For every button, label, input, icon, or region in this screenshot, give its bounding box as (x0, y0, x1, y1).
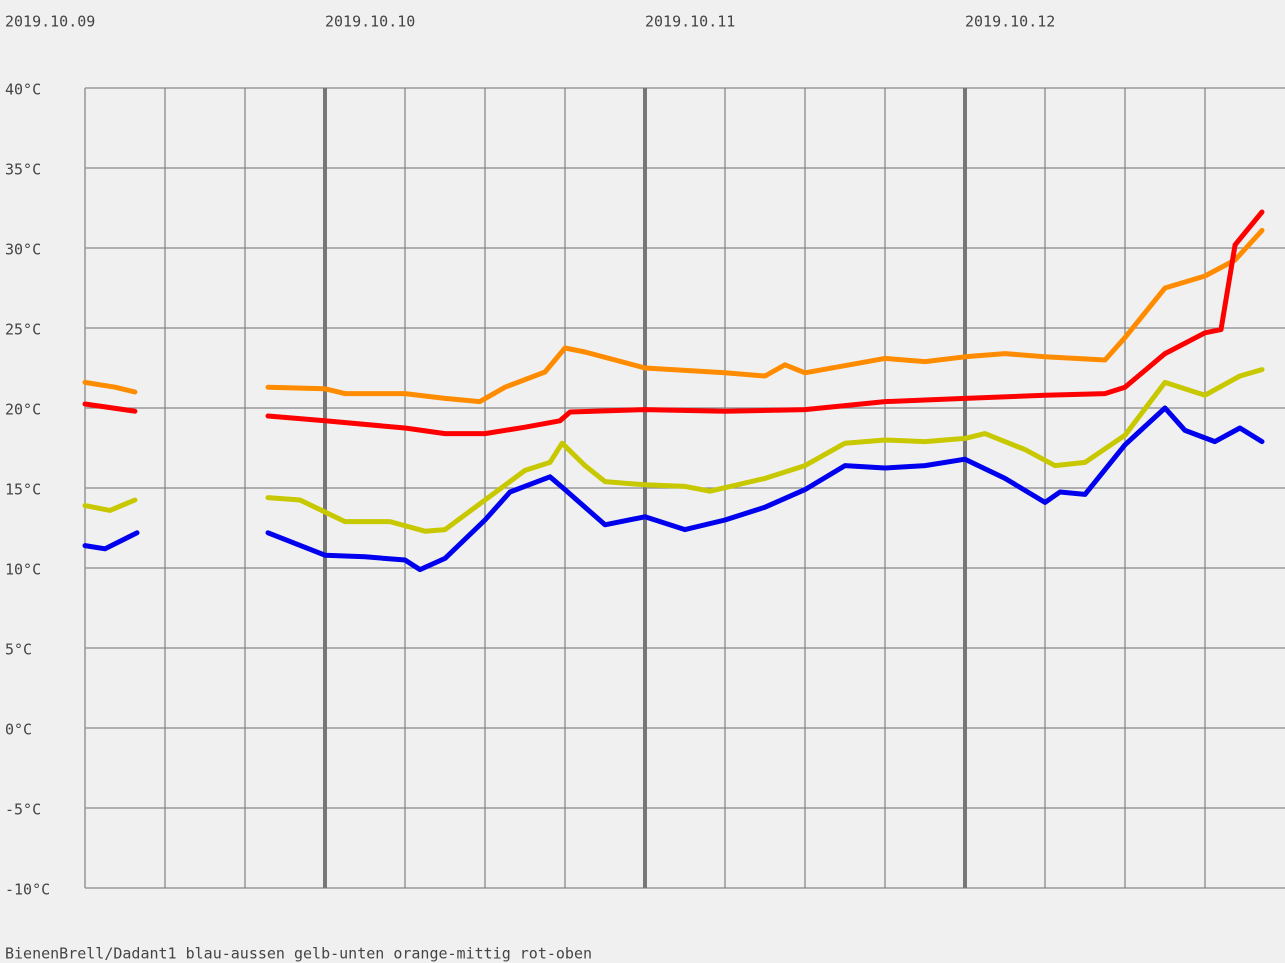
x-tick-label: 2019.10.09 (5, 13, 95, 31)
x-tick-label: 2019.10.12 (965, 13, 1055, 31)
y-tick-label: 30°C (5, 241, 41, 259)
y-tick-label: 20°C (5, 401, 41, 419)
y-tick-label: 40°C (5, 81, 41, 99)
x-tick-label: 2019.10.10 (325, 13, 415, 31)
y-tick-label: 5°C (5, 641, 32, 659)
series-line (82, 227, 1265, 405)
y-tick-label: 15°C (5, 481, 41, 499)
y-tick-label: 35°C (5, 161, 41, 179)
y-tick-label: 25°C (5, 321, 41, 339)
y-tick-label: -5°C (5, 801, 41, 819)
y-tick-label: 10°C (5, 561, 41, 579)
series-line (82, 405, 1265, 573)
x-tick-label: 2019.10.11 (645, 13, 735, 31)
y-tick-label: -10°C (5, 881, 50, 899)
series-line (82, 209, 1265, 437)
y-tick-label: 0°C (5, 721, 32, 739)
footer: BienenBrell/Dadant1 blau-aussen gelb-unt… (5, 945, 592, 963)
series-line (82, 367, 1265, 534)
